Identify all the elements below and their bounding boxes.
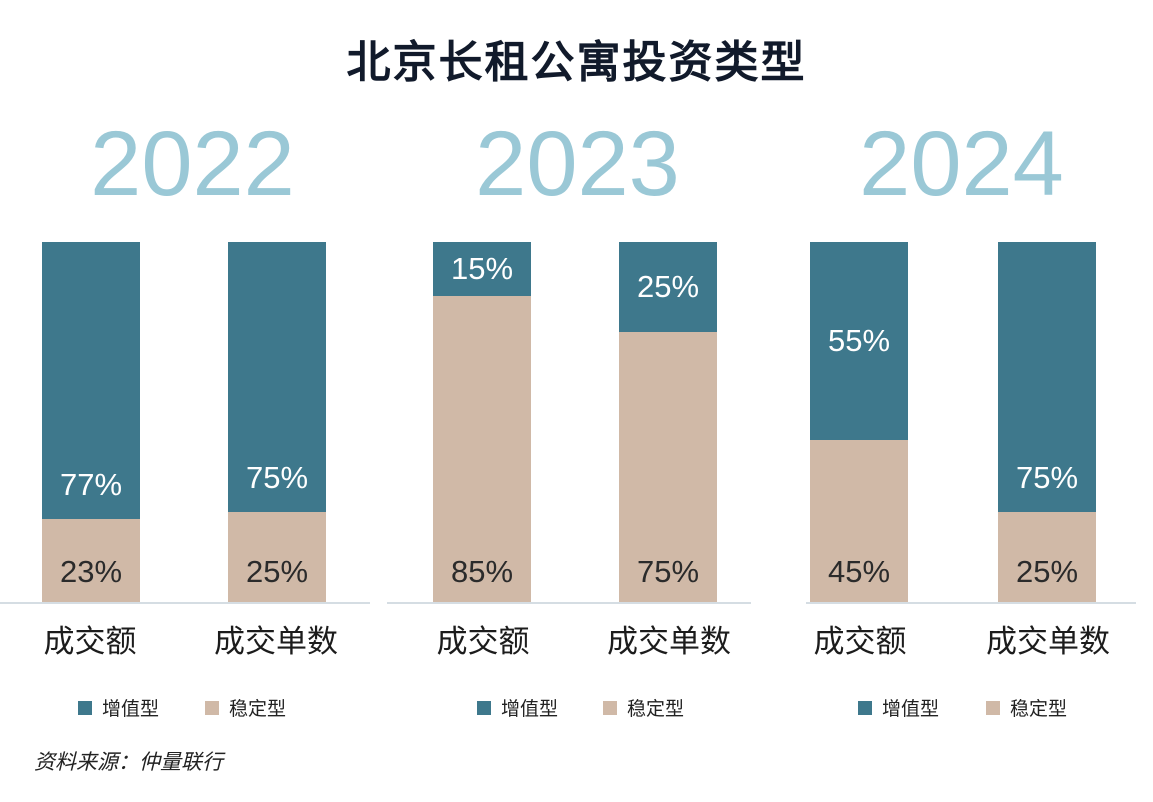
legend: 增值型 稳定型 xyxy=(0,694,385,721)
stacked-bar: 75% 25% xyxy=(998,242,1096,602)
bar-segment-growth xyxy=(998,242,1096,512)
bar-segment-stable xyxy=(433,296,531,602)
year-heading: 2022 xyxy=(90,113,295,215)
legend-item: 稳定型 xyxy=(986,694,1067,721)
data-label-stable: 85% xyxy=(450,554,514,589)
legend-item: 稳定型 xyxy=(205,694,286,721)
data-label-stable: 23% xyxy=(59,554,123,589)
legend-swatch xyxy=(603,700,617,715)
chart-title: 北京长租公寓投资类型 xyxy=(346,37,807,88)
stacked-bar: 75% 25% xyxy=(228,242,326,602)
bar-segment-growth xyxy=(810,242,908,440)
data-label-stable: 45% xyxy=(827,554,891,589)
legend-item: 稳定型 xyxy=(603,694,684,721)
bar-segment-growth xyxy=(228,242,326,512)
source-note: 资料来源：仲量联行 xyxy=(34,750,223,774)
legend-label: 增值型 xyxy=(882,698,940,720)
bar-segment-stable xyxy=(998,512,1096,602)
category-label: 成交额 xyxy=(813,624,907,660)
category-label: 成交单数 xyxy=(214,624,338,660)
bar-segment-growth xyxy=(619,242,717,332)
legend: 增值型 稳定型 xyxy=(770,694,1153,721)
data-label-growth: 15% xyxy=(450,251,514,286)
year-heading: 2023 xyxy=(475,113,680,215)
data-label-stable: 25% xyxy=(1015,554,1079,589)
legend-label: 稳定型 xyxy=(1010,698,1068,720)
stacked-bar: 15% 85% xyxy=(433,242,531,602)
data-label-growth: 75% xyxy=(1015,460,1079,495)
x-axis-baseline xyxy=(806,602,1136,604)
stacked-bar: 55% 45% xyxy=(810,242,908,602)
bar-segment-stable xyxy=(810,440,908,602)
x-axis-baseline xyxy=(387,602,751,604)
legend-swatch xyxy=(858,700,872,715)
chart-panel-2023: 2023 15% 85% 成交额 25% 75% 成交单数增值型 稳定型 xyxy=(385,0,770,802)
legend-label: 稳定型 xyxy=(627,698,685,720)
x-axis-baseline xyxy=(0,602,370,604)
data-label-growth: 25% xyxy=(636,269,700,304)
data-label-growth: 75% xyxy=(245,460,309,495)
category-label: 成交单数 xyxy=(607,624,731,660)
legend-swatch xyxy=(205,700,219,715)
data-label-growth: 55% xyxy=(827,323,891,358)
stacked-bar: 77% 23% xyxy=(42,242,140,602)
data-label-stable: 75% xyxy=(636,554,700,589)
year-heading: 2024 xyxy=(859,113,1064,215)
bar-segment-stable xyxy=(42,519,140,602)
legend-swatch xyxy=(986,700,1000,715)
category-label: 成交额 xyxy=(436,624,530,660)
category-label: 成交额 xyxy=(43,624,137,660)
legend-swatch xyxy=(477,700,491,715)
data-label-stable: 25% xyxy=(245,554,309,589)
chart-panel-2024: 2024 55% 45% 成交额 75% 25% 成交单数增值型 稳定型 xyxy=(770,0,1153,802)
bar-segment-stable xyxy=(619,332,717,602)
stacked-bar: 25% 75% xyxy=(619,242,717,602)
legend-label: 增值型 xyxy=(501,698,559,720)
category-label: 成交单数 xyxy=(986,624,1110,660)
legend-item: 增值型 xyxy=(477,694,558,721)
chart-panel-2022: 2022 77% 23% 成交额 75% 25% 成交单数增值型 稳定型 xyxy=(0,0,385,802)
legend: 增值型 稳定型 xyxy=(385,694,770,721)
legend-swatch xyxy=(78,700,92,715)
bar-segment-stable xyxy=(228,512,326,602)
legend-label: 稳定型 xyxy=(229,698,287,720)
bar-segment-growth xyxy=(433,242,531,296)
legend-item: 增值型 xyxy=(858,694,939,721)
bar-segment-growth xyxy=(42,242,140,520)
legend-item: 增值型 xyxy=(78,694,159,721)
data-label-growth: 77% xyxy=(59,467,123,503)
legend-label: 增值型 xyxy=(102,698,160,720)
